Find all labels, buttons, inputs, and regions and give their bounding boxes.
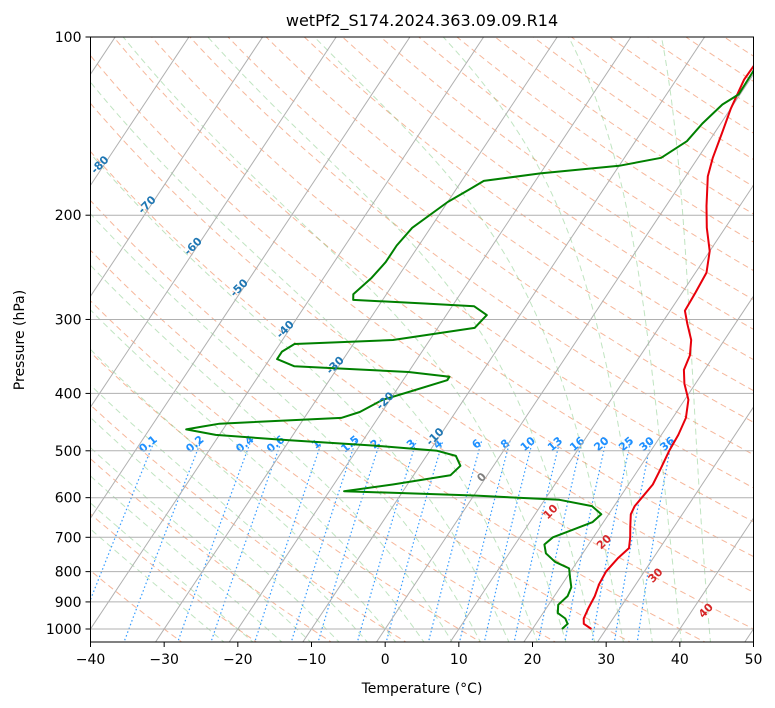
isotherm-line	[154, 37, 558, 642]
moist-adiabat-line	[90, 348, 397, 642]
isotherm-line	[90, 37, 337, 408]
isotherm-line	[670, 517, 754, 642]
y-axis-ticks: 1000 900 800 700 600 500 400 300 200 100	[46, 30, 91, 638]
dry-adiabat-line	[379, 37, 754, 301]
dry-adiabat-line	[151, 37, 754, 489]
y-tick-label: 600	[55, 491, 82, 507]
y-tick-label: 700	[55, 530, 82, 546]
plot-background	[90, 37, 754, 642]
y-tick-label: 500	[55, 444, 82, 460]
isotherm-line	[90, 37, 411, 519]
x-axis-label: Temperature (°C)	[361, 681, 483, 697]
plot-frame	[90, 36, 754, 643]
dry-adiabat-line	[90, 404, 407, 642]
dry-adiabat-line	[90, 102, 754, 593]
isotherm-line	[302, 37, 706, 642]
y-tick-label: 900	[55, 595, 82, 611]
dry-adiabat-line	[341, 37, 754, 330]
moist-adiabat-line	[90, 528, 225, 642]
moist-adiabat-line	[90, 213, 481, 642]
dry-adiabat-line	[112, 37, 754, 523]
moist-adiabat-line	[90, 446, 312, 642]
moist-adiabat-line	[90, 309, 425, 642]
isotherm-line	[90, 37, 264, 298]
isotherm-line	[90, 37, 485, 630]
mixing-ratio-line	[636, 440, 673, 642]
pressure-gridlines	[90, 37, 754, 630]
moist-adiabat-line	[90, 502, 254, 642]
y-tick-label: 400	[55, 386, 82, 402]
skewed-isotherms	[90, 37, 754, 642]
isotherm-line	[449, 184, 754, 642]
moist-adiabat-line	[90, 475, 283, 642]
isotherm-line	[90, 37, 190, 187]
moist-adiabat-line	[90, 264, 453, 642]
x-tick-label: −40	[76, 652, 106, 668]
y-tick-label: 100	[55, 30, 82, 46]
mixing-ratio-line	[513, 440, 561, 642]
mixing-ratio-line	[427, 440, 483, 642]
chart-title: wetPf2_S174.2024.363.09.09.R14	[286, 11, 558, 31]
mixing-ratio-line	[356, 440, 418, 642]
x-tick-label: 20	[524, 652, 542, 668]
isotherm-line	[596, 406, 754, 642]
x-tick-label: 50	[745, 652, 763, 668]
mixing-ratio-line	[613, 440, 652, 642]
dewpoint-profile-line	[185, 68, 754, 630]
x-tick-label: 0	[381, 652, 390, 668]
y-tick-label: 200	[55, 208, 82, 224]
x-axis-ticks: −40 −30 −20 −10 0 10 20 30 40 50	[76, 642, 763, 668]
y-tick-label: 1000	[46, 622, 82, 638]
dry-adiabat-line	[90, 54, 754, 558]
moist-adiabat-line	[90, 384, 368, 642]
x-tick-label: −20	[223, 652, 253, 668]
mixing-ratio-line	[591, 440, 632, 642]
mixing-ratio-line	[385, 440, 444, 642]
mixing-ratio-line	[290, 440, 357, 642]
y-axis-label: Pressure (hPa)	[12, 290, 28, 390]
mixing-ratio-line	[537, 440, 583, 642]
isotherm-line	[228, 37, 632, 642]
profile-lines	[185, 64, 754, 630]
temperature-profile-line	[582, 64, 754, 630]
isotherm-line	[523, 295, 754, 642]
moist-adiabat-line	[90, 416, 340, 642]
mixing-ratio-line	[254, 440, 323, 642]
isotherm-line	[375, 73, 754, 642]
moist-adiabats	[90, 37, 711, 642]
mixing-ratio-line	[483, 440, 534, 642]
mixing-ratio-line	[90, 440, 156, 602]
x-tick-label: 10	[450, 652, 468, 668]
x-tick-label: −10	[297, 652, 327, 668]
x-tick-label: 40	[671, 652, 689, 668]
dry-adiabat-line	[227, 37, 754, 423]
dry-adiabat-line	[189, 37, 754, 456]
mixing-ratio-line	[564, 440, 607, 642]
moist-adiabat-line	[90, 152, 510, 642]
x-tick-label: 30	[597, 652, 615, 668]
y-tick-label: 300	[55, 312, 82, 328]
y-tick-label: 800	[55, 565, 82, 581]
x-tick-label: −30	[149, 652, 179, 668]
